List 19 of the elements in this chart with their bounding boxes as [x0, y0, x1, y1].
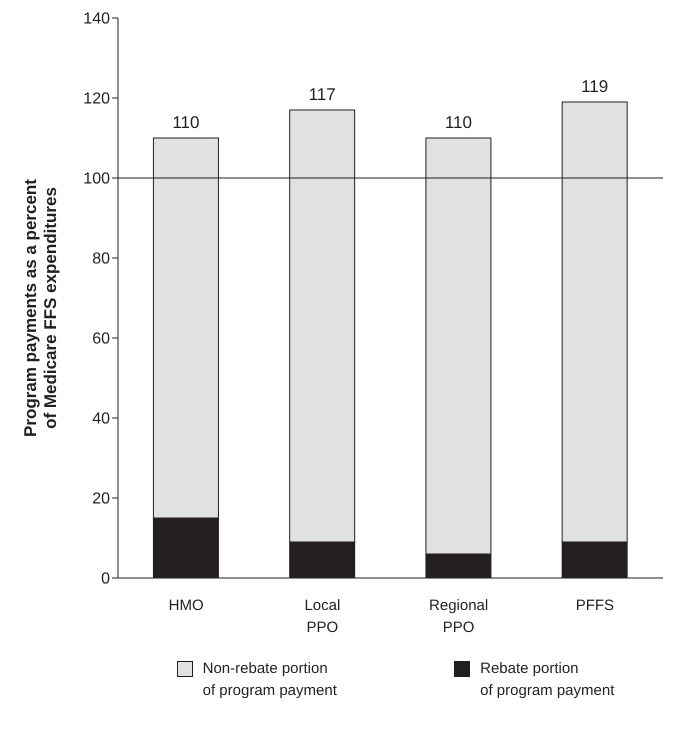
y-tick-label: 60: [92, 330, 110, 348]
y-tick-label: 140: [83, 10, 110, 28]
x-tick-label: Local PPO: [304, 597, 340, 636]
y-tick-label: 20: [92, 490, 110, 508]
y-tick-label: 40: [92, 410, 110, 428]
y-tick-label: 100: [83, 170, 110, 188]
y-tick-label: 80: [92, 250, 110, 268]
total-label: 119: [581, 77, 608, 96]
total-label: 110: [444, 113, 472, 132]
total-label: 110: [172, 113, 200, 132]
y-tick-label: 0: [101, 570, 110, 588]
x-tick-label: PFFS: [576, 597, 614, 614]
legend-label: Non-rebate portion of program payment: [202, 659, 337, 701]
y-axis-title: Program payments as a percent of Medicare FFS expenditures: [21, 178, 60, 437]
total-label: 117: [308, 85, 336, 104]
legend-label: Rebate portion of program payment: [480, 659, 614, 701]
y-tick-label: 120: [83, 90, 110, 108]
x-tick-label: Regional PPO: [429, 597, 488, 636]
x-tick-label: HMO: [168, 597, 204, 614]
